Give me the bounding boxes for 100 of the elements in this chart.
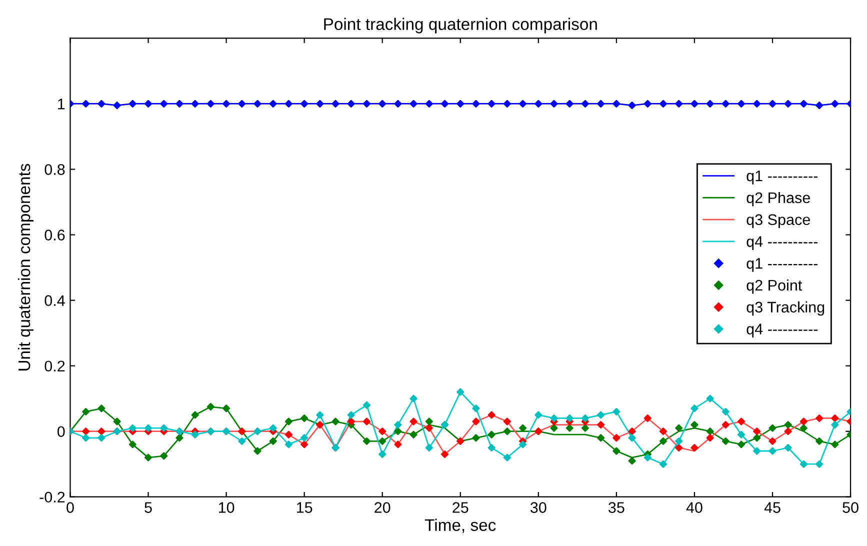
point xyxy=(113,102,121,110)
point xyxy=(98,404,106,412)
point xyxy=(503,454,511,462)
point xyxy=(332,100,340,108)
y-tick-label: 0.6 xyxy=(44,230,65,240)
point xyxy=(222,404,230,412)
point xyxy=(550,414,558,422)
point xyxy=(347,418,355,426)
point xyxy=(737,430,746,438)
point xyxy=(690,100,698,108)
point xyxy=(98,434,106,442)
point xyxy=(284,100,293,108)
point xyxy=(534,100,542,108)
point xyxy=(300,440,308,448)
point xyxy=(160,100,168,108)
point xyxy=(488,430,496,438)
point xyxy=(768,447,776,455)
point xyxy=(456,100,464,108)
point xyxy=(800,418,808,426)
point xyxy=(644,454,652,462)
point xyxy=(191,100,199,108)
point xyxy=(191,430,199,438)
point xyxy=(425,418,433,426)
point xyxy=(378,450,386,458)
point xyxy=(581,414,590,422)
point xyxy=(176,100,184,108)
point xyxy=(706,428,714,436)
point xyxy=(191,411,199,419)
point xyxy=(784,444,792,452)
point xyxy=(206,100,214,108)
point xyxy=(519,440,527,448)
point xyxy=(722,408,730,416)
point xyxy=(488,411,496,419)
point xyxy=(347,411,355,419)
point xyxy=(144,424,152,432)
point xyxy=(488,100,496,108)
point xyxy=(675,424,683,432)
x-tick-label: 50 xyxy=(842,502,858,513)
point xyxy=(300,100,308,108)
point xyxy=(737,100,746,108)
point xyxy=(144,100,152,108)
point xyxy=(128,424,136,432)
point xyxy=(378,100,386,108)
point xyxy=(98,428,106,436)
point xyxy=(316,100,324,108)
point xyxy=(82,434,90,442)
point xyxy=(722,100,730,108)
point xyxy=(410,394,418,402)
x-tick-label: 15 xyxy=(296,502,312,513)
point xyxy=(659,437,668,445)
point xyxy=(628,428,636,436)
point xyxy=(737,440,746,448)
point xyxy=(628,457,636,465)
point xyxy=(82,100,90,108)
point xyxy=(566,100,574,108)
point xyxy=(222,100,230,108)
point xyxy=(597,100,605,108)
point xyxy=(706,434,714,442)
point xyxy=(176,434,184,442)
x-axis-title: Time, sec xyxy=(424,518,496,533)
point xyxy=(831,100,839,108)
legend-label: q2 Point xyxy=(746,279,802,294)
point xyxy=(394,420,402,429)
point xyxy=(816,414,824,422)
x-tick-label: 40 xyxy=(686,502,702,513)
point xyxy=(128,440,136,448)
point xyxy=(690,404,698,412)
point xyxy=(706,100,714,108)
point xyxy=(612,434,620,442)
point xyxy=(98,100,106,108)
point xyxy=(675,100,683,108)
point xyxy=(472,434,480,442)
point xyxy=(362,418,371,426)
point xyxy=(394,440,402,448)
point xyxy=(800,460,808,468)
point xyxy=(254,447,262,455)
point xyxy=(784,100,792,108)
point xyxy=(160,452,168,460)
point xyxy=(394,100,402,108)
point xyxy=(238,437,246,445)
point xyxy=(160,424,168,432)
point xyxy=(254,100,262,108)
y-axis-title: Unit quaternion components xyxy=(18,164,34,370)
point xyxy=(737,418,746,426)
point xyxy=(410,100,418,108)
x-tick-label: 35 xyxy=(608,502,624,513)
point xyxy=(378,428,386,436)
point xyxy=(816,102,824,110)
point xyxy=(768,424,776,432)
point xyxy=(784,420,792,429)
point xyxy=(768,100,776,108)
point xyxy=(550,100,558,108)
point xyxy=(816,460,824,468)
point xyxy=(332,418,340,426)
point xyxy=(362,401,371,409)
x-tick-label: 45 xyxy=(764,502,780,513)
point xyxy=(269,437,277,445)
point xyxy=(394,428,402,436)
y-tick-label: 0.2 xyxy=(44,360,65,372)
point xyxy=(238,100,246,108)
